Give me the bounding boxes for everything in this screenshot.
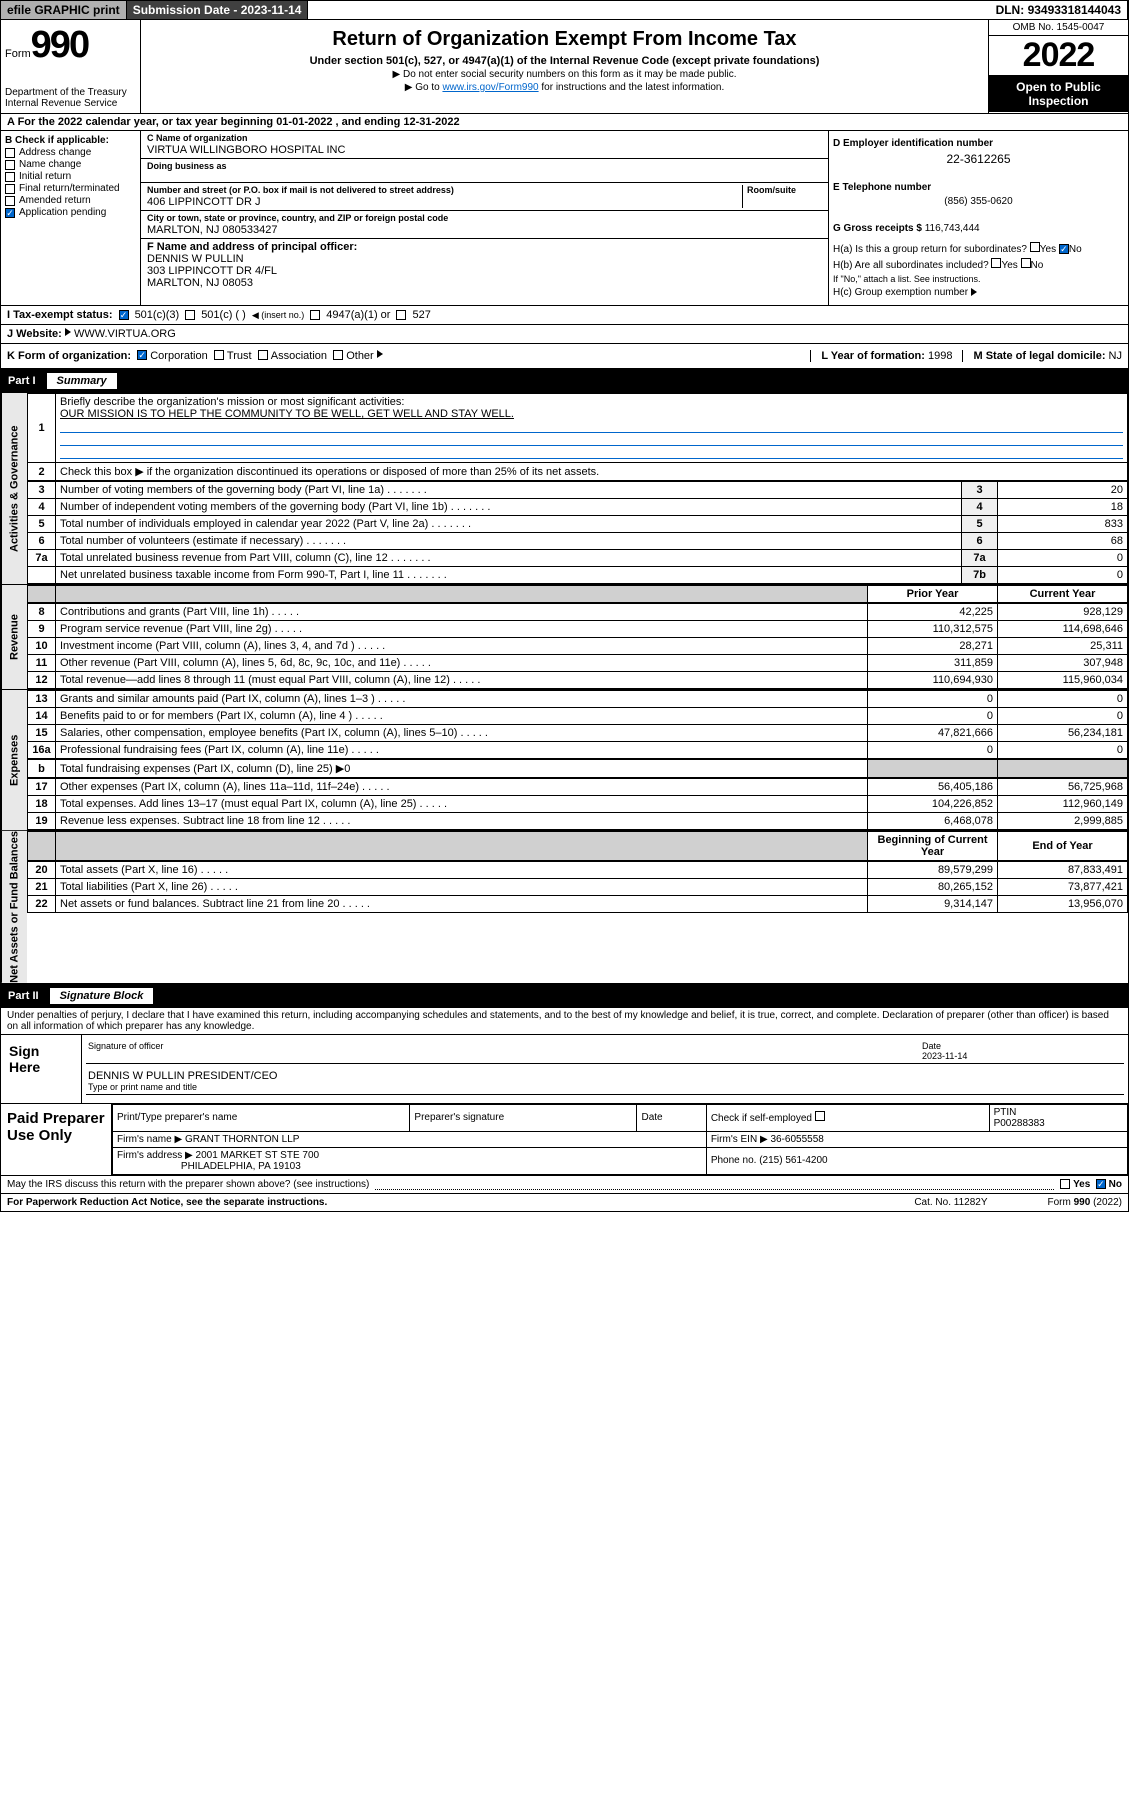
- footer: For Paperwork Reduction Act Notice, see …: [0, 1194, 1129, 1212]
- chk-501c3[interactable]: ✓: [119, 310, 129, 320]
- form-header: Form990 Department of the Treasury Inter…: [0, 20, 1129, 114]
- chk-final[interactable]: [5, 184, 15, 194]
- chk-ha-yes[interactable]: [1030, 242, 1040, 252]
- top-toolbar: efile GRAPHIC print Submission Date - 20…: [0, 0, 1129, 20]
- officer-sig-name: DENNIS W PULLIN PRESIDENT/CEO: [88, 1070, 1122, 1082]
- tax-year: 2022: [989, 36, 1128, 76]
- row-i-status: I Tax-exempt status: ✓501(c)(3) 501(c) (…: [0, 306, 1129, 325]
- chk-name[interactable]: [5, 160, 15, 170]
- may-discuss: May the IRS discuss this return with the…: [0, 1176, 1129, 1194]
- chk-hb-yes[interactable]: [991, 258, 1001, 268]
- ein: 22-3612265: [833, 152, 1124, 166]
- sign-here: Sign Here Signature of officerDate2023-1…: [0, 1035, 1129, 1104]
- chk-527[interactable]: [396, 310, 406, 320]
- form-title: Return of Organization Exempt From Incom…: [149, 28, 980, 51]
- chk-hb-no[interactable]: [1021, 258, 1031, 268]
- form-label: Form: [5, 48, 31, 60]
- goto-note: ▶ Go to www.irs.gov/Form990 for instruct…: [149, 82, 980, 93]
- col-d-ein: D Employer identification number 22-3612…: [828, 131, 1128, 305]
- chk-address[interactable]: [5, 148, 15, 158]
- side-netassets: Net Assets or Fund Balances: [1, 831, 27, 983]
- block-b-to-h: B Check if applicable: Address change Na…: [0, 131, 1129, 306]
- chk-selfemp[interactable]: [815, 1111, 825, 1121]
- part1-revenue: Revenue Prior YearCurrent Year 8Contribu…: [0, 585, 1129, 690]
- chk-amended[interactable]: [5, 196, 15, 206]
- chk-trust[interactable]: [214, 350, 224, 360]
- chevron-right-icon: [377, 350, 383, 358]
- open-public: Open to Public Inspection: [989, 76, 1128, 112]
- row-a-taxyear: A For the 2022 calendar year, or tax yea…: [0, 114, 1129, 131]
- part1-netassets: Net Assets or Fund Balances Beginning of…: [0, 831, 1129, 984]
- omb-number: OMB No. 1545-0047: [989, 20, 1128, 36]
- form-ref: Form 990 (2022): [1048, 1197, 1122, 1208]
- firm-name: GRANT THORNTON LLP: [185, 1134, 299, 1145]
- irs-label: Internal Revenue Service: [5, 98, 136, 109]
- chk-may-yes[interactable]: [1060, 1179, 1070, 1189]
- cat-no: Cat. No. 11282Y: [914, 1197, 987, 1208]
- officer-addr: 303 LIPPINCOTT DR 4/FL: [147, 265, 822, 277]
- chk-may-no[interactable]: ✓: [1096, 1179, 1106, 1189]
- chk-corp[interactable]: ✓: [137, 350, 147, 360]
- part1-header: Part I Summary: [0, 369, 1129, 393]
- side-activities: Activities & Governance: [1, 393, 27, 584]
- chevron-right-icon: [65, 328, 71, 336]
- ssn-note: ▶ Do not enter social security numbers o…: [149, 69, 980, 80]
- row-k-formorg: K Form of organization: ✓ Corporation Tr…: [0, 344, 1129, 369]
- row-j-website: J Website: WWW.VIRTUA.ORG: [0, 325, 1129, 344]
- chk-4947[interactable]: [310, 310, 320, 320]
- chk-other[interactable]: [333, 350, 343, 360]
- officer-city: MARLTON, NJ 08053: [147, 277, 822, 289]
- telephone: (856) 355-0620: [833, 196, 1124, 207]
- website: WWW.VIRTUA.ORG: [74, 328, 176, 340]
- paid-preparer: Paid Preparer Use Only Print/Type prepar…: [0, 1104, 1129, 1176]
- firm-addr: 2001 MARKET ST STE 700: [196, 1150, 320, 1161]
- org-address: 406 LIPPINCOTT DR J: [147, 196, 742, 208]
- officer-name: DENNIS W PULLIN: [147, 253, 822, 265]
- col-b-checkboxes: B Check if applicable: Address change Na…: [1, 131, 141, 305]
- org-city: MARLTON, NJ 080533427: [147, 224, 822, 236]
- irs-link[interactable]: www.irs.gov/Form990: [442, 82, 538, 93]
- form-subtitle: Under section 501(c), 527, or 4947(a)(1)…: [149, 55, 980, 67]
- submission-date: Submission Date - 2023-11-14: [127, 1, 309, 19]
- chk-501c[interactable]: [185, 310, 195, 320]
- efile-button[interactable]: efile GRAPHIC print: [1, 1, 127, 19]
- sig-date: 2023-11-14: [922, 1051, 967, 1061]
- gross-receipts: 116,743,444: [925, 223, 980, 234]
- side-revenue: Revenue: [1, 585, 27, 689]
- col-c-org: C Name of organization VIRTUA WILLINGBOR…: [141, 131, 828, 305]
- org-name: VIRTUA WILLINGBORO HOSPITAL INC: [147, 144, 822, 156]
- chk-initial[interactable]: [5, 172, 15, 182]
- firm-ein: 36-6055558: [770, 1134, 823, 1145]
- state-domicile: NJ: [1109, 350, 1122, 362]
- firm-phone: (215) 561-4200: [759, 1155, 827, 1166]
- dept-treasury: Department of the Treasury: [5, 87, 136, 98]
- chevron-right-icon: [971, 288, 977, 296]
- chk-ha-no[interactable]: ✓: [1059, 244, 1069, 254]
- side-expenses: Expenses: [1, 690, 27, 830]
- chk-assoc[interactable]: [258, 350, 268, 360]
- declaration: Under penalties of perjury, I declare th…: [0, 1008, 1129, 1035]
- form-number: 990: [31, 24, 88, 66]
- part1-expenses: Expenses 13Grants and similar amounts pa…: [0, 690, 1129, 831]
- year-formation: 1998: [928, 350, 952, 362]
- part2-header: Part II Signature Block: [0, 984, 1129, 1008]
- dln: DLN: 93493318144043: [990, 1, 1128, 19]
- part1-activities: Activities & Governance 1 Briefly descri…: [0, 393, 1129, 585]
- ptin: P00288383: [994, 1118, 1045, 1129]
- chk-pending[interactable]: ✓: [5, 208, 15, 218]
- mission-text: OUR MISSION IS TO HELP THE COMMUNITY TO …: [60, 408, 1123, 420]
